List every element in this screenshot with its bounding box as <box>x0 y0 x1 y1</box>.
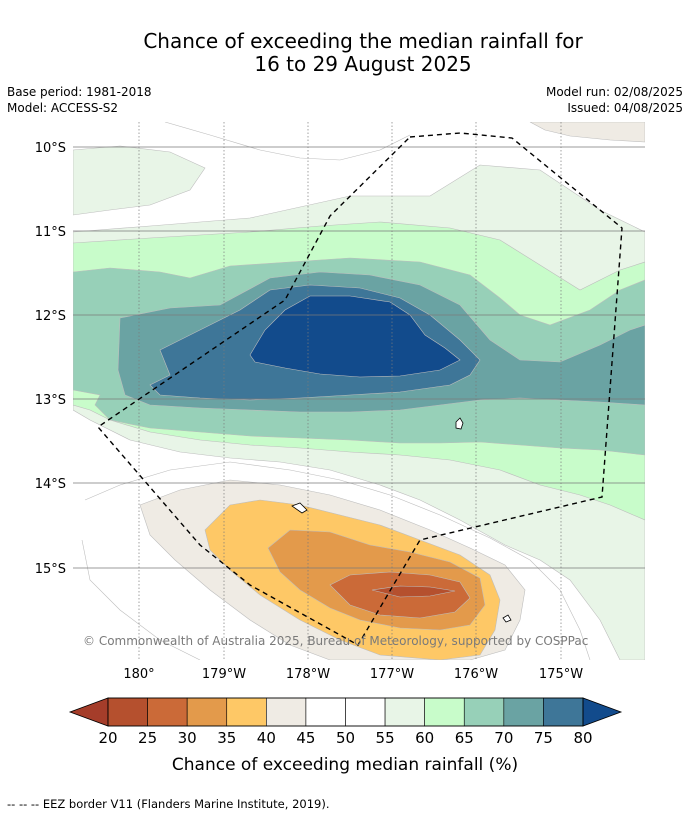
colorbar-cell <box>463 697 505 727</box>
map-title: Chance of exceeding the median rainfall … <box>0 30 690 76</box>
colorbar: 20 25 30 35 40 45 50 55 60 65 70 75 80 Chance of exc… <box>68 697 623 775</box>
colorbar-tick-label: 70 <box>494 729 513 747</box>
lon-labels: 180° 179°W 178°W 177°W 176°W 175°W <box>123 667 583 682</box>
lon-label: 180° <box>123 667 154 682</box>
island <box>455 417 464 430</box>
title-line-2: 16 to 29 August 2025 <box>254 52 472 76</box>
contour-line-45 <box>81 539 201 660</box>
colorbar-cell <box>147 697 188 727</box>
contour-20-25-band <box>371 585 456 598</box>
lat-labels: 10°S 11°S 12°S 13°S 14°S 15°S <box>35 141 66 577</box>
colorbar-cell <box>424 697 465 727</box>
colorbar-tick-label: 80 <box>573 729 592 747</box>
lon-label: 178°W <box>286 667 330 682</box>
colorbar-tick-label: 40 <box>257 729 276 747</box>
colorbar-tick-label: 75 <box>534 729 553 747</box>
meta-left: Base period: 1981-2018 Model: ACCESS-S2 <box>7 84 152 116</box>
eez-footnote: -- -- -- EEZ border V11 (Flanders Marine… <box>7 797 330 811</box>
colorbar-cell <box>305 697 346 727</box>
base-period: Base period: 1981-2018 <box>7 85 152 99</box>
colorbar-tick-label: 35 <box>217 729 236 747</box>
colorbar-low-extension <box>68 697 109 727</box>
title-line-1: Chance of exceeding the median rainfall … <box>143 29 583 53</box>
island <box>291 502 308 514</box>
colorbar-cell <box>266 697 307 727</box>
colorbar-cell <box>503 697 544 727</box>
colorbar-cell <box>226 697 267 727</box>
contour-40-45-north <box>529 122 645 143</box>
colorbar-tick-label: 25 <box>138 729 157 747</box>
lat-label: 11°S <box>35 225 66 240</box>
colorbar-tick-label: 55 <box>376 729 395 747</box>
colorbar-cell <box>107 697 148 727</box>
colorbar-tick-label: 50 <box>336 729 355 747</box>
colorbar-cell <box>543 697 584 727</box>
lat-label: 15°S <box>35 562 66 577</box>
colorbar-tick-label: 65 <box>455 729 474 747</box>
colorbar-tick-label: 45 <box>296 729 315 747</box>
lon-label: 179°W <box>202 667 246 682</box>
colorbar-high-extension <box>582 697 623 727</box>
colorbar-outline <box>107 697 584 727</box>
colorbar-cell <box>345 697 386 727</box>
colorbar-ticks: 20 25 30 35 40 45 50 55 60 65 70 75 80 <box>98 729 592 747</box>
colorbar-label: Chance of exceeding median rainfall (%) <box>172 755 518 775</box>
lon-label: 177°W <box>370 667 414 682</box>
colorbar-cell <box>384 697 425 727</box>
eez-border <box>96 132 623 646</box>
lat-label: 13°S <box>35 393 66 408</box>
colorbar-cells <box>107 697 584 727</box>
contour-line-north <box>164 122 411 161</box>
contour-55-60-north <box>73 145 206 216</box>
colorbar-tick-label: 60 <box>415 729 434 747</box>
colorbar-tick-label: 30 <box>178 729 197 747</box>
model-run: Model run: 02/08/2025 <box>545 85 683 99</box>
meta-right: Model run: 02/08/2025 Issued: 04/08/2025 <box>546 84 683 116</box>
lon-label: 175°W <box>539 667 583 682</box>
issued-date: Issued: 04/08/2025 <box>567 101 683 115</box>
lat-label: 12°S <box>35 309 66 324</box>
colorbar-cell <box>186 697 228 727</box>
colorbar-tick-label: 20 <box>98 729 117 747</box>
map-area <box>73 122 645 660</box>
gridlines <box>73 122 645 660</box>
model-name: Model: ACCESS-S2 <box>7 101 119 115</box>
lon-label: 176°W <box>454 667 498 682</box>
lat-label: 10°S <box>35 141 66 156</box>
island <box>502 614 512 623</box>
lat-label: 14°S <box>35 477 66 492</box>
contour-line-50 <box>84 461 591 660</box>
copyright-note: © Commonwealth of Australia 2025, Bureau… <box>83 634 588 648</box>
